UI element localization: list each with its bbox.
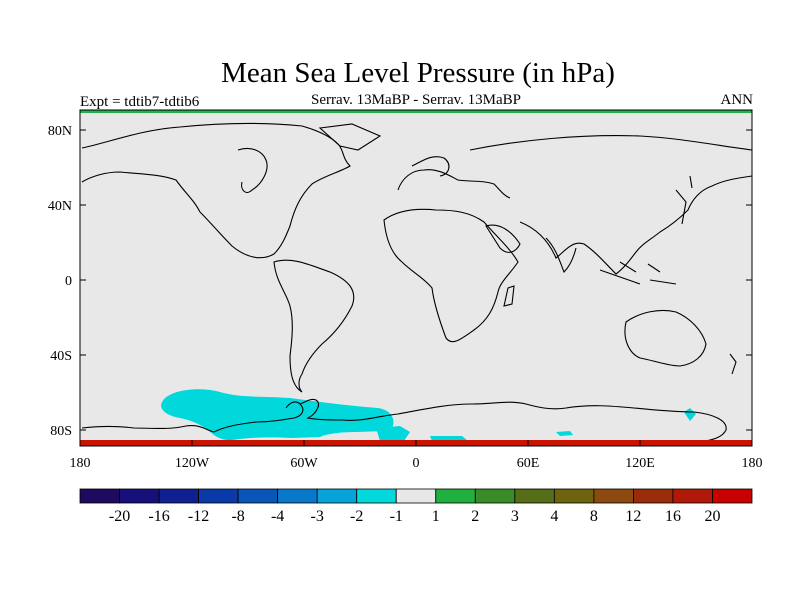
anomaly-region-east-antarctic [684, 408, 696, 421]
lon-tick-label: 0 [413, 456, 420, 471]
colorbar-label: 3 [511, 508, 519, 525]
lon-tick-label: 60W [290, 456, 318, 471]
australia-coastline [624, 309, 707, 367]
anomaly-region-south-pacific [161, 389, 394, 441]
arabia-coastline [485, 224, 521, 253]
colorbar-swatch [79, 488, 120, 504]
lat-tick-label: 80N [48, 124, 72, 139]
north-america-coastline [81, 122, 351, 259]
colorbar-label: 1 [432, 508, 440, 525]
season-label: ANN [721, 92, 754, 108]
latitude-labels: 80N 40N 0 40S 80S [48, 124, 72, 439]
anomaly-region-atlantic-sector [376, 426, 410, 441]
asia-coastline [469, 135, 753, 275]
hudson-bay-coastline [237, 147, 268, 193]
anomaly-region-ross-sea [230, 418, 270, 436]
new-zealand-coastline [729, 353, 737, 375]
colorbar-label: -3 [311, 508, 324, 525]
colorbar-swatch [672, 488, 713, 504]
colorbar-label: 12 [625, 508, 641, 525]
colorbar-swatch [237, 488, 279, 504]
colorbar-swatch [553, 488, 595, 504]
madagascar-coastline [503, 285, 515, 307]
colorbar-swatch [474, 488, 516, 504]
colorbar-label: 20 [704, 508, 720, 525]
colorbar-swatch [119, 488, 160, 504]
map-panel [79, 109, 753, 447]
scandinavia-coastline [411, 156, 450, 177]
lat-tick-label: 0 [65, 274, 72, 289]
japan-coastline [675, 175, 693, 225]
coastlines [81, 122, 753, 447]
negative-anomaly-regions [161, 389, 696, 441]
colorbar-label: -12 [188, 508, 209, 525]
colorbar-label: 4 [550, 508, 558, 525]
europe-coastline [397, 169, 511, 199]
period-label: Serrav. 13MaBP - Serrav. 13MaBP [311, 92, 521, 108]
lat-tick-label: 40N [48, 199, 72, 214]
antarctica-coastline [81, 398, 727, 447]
anomaly-region-coastal [430, 436, 468, 441]
colorbar-swatch [712, 488, 753, 504]
top-boundary-strip [80, 110, 752, 113]
colorbar-label: 8 [590, 508, 598, 525]
indonesia-coastline [599, 261, 677, 285]
colorbar-label: -8 [231, 508, 244, 525]
colorbar-label: -16 [148, 508, 169, 525]
colorbar: -20 -16 -12 -8 -4 -3 -2 -1 1 2 3 4 8 12 16 20 [79, 488, 753, 525]
colorbar-label: -2 [350, 508, 363, 525]
colorbar-swatch [277, 488, 318, 504]
colorbar-label: -1 [390, 508, 403, 525]
india-coastline [545, 237, 577, 273]
tick-marks [79, 129, 753, 446]
lon-tick-label: 180 [70, 456, 91, 471]
longitude-labels: 180 120W 60W 0 60E 120E 180 [70, 456, 763, 471]
lon-tick-label: 60E [517, 456, 540, 471]
colorbar-swatch [435, 488, 476, 504]
colorbar-swatch [316, 488, 358, 504]
colorbar-swatch [633, 488, 674, 504]
colorbar-label: -4 [271, 508, 284, 525]
colorbar-swatch [198, 488, 239, 504]
colorbar-swatch [356, 488, 397, 504]
lat-tick-label: 40S [50, 349, 72, 364]
colorbar-swatch [158, 488, 199, 504]
colorbar-label: 2 [471, 508, 479, 525]
colorbar-swatch [514, 488, 555, 504]
lon-tick-label: 180 [742, 456, 763, 471]
colorbar-label: 16 [665, 508, 681, 525]
colorbar-label: -20 [109, 508, 130, 525]
colorbar-swatch [395, 488, 437, 504]
lon-tick-label: 120W [175, 456, 210, 471]
experiment-label: Expt = tdtib7-tdtib6 [80, 94, 200, 110]
colorbar-swatch [593, 488, 634, 504]
arctic-islands-coastline [318, 123, 382, 151]
africa-coastline [383, 208, 519, 343]
lat-tick-label: 80S [50, 424, 72, 439]
lon-tick-label: 120E [625, 456, 655, 471]
map-title: Mean Sea Level Pressure (in hPa) [221, 57, 615, 89]
south-america-coastline [273, 259, 355, 393]
anomaly-region-indian-ocean [556, 431, 573, 436]
